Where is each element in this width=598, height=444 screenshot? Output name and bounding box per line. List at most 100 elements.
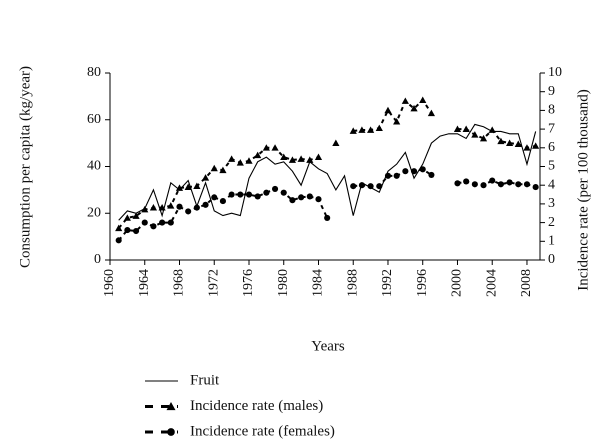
triangle-marker <box>471 131 479 138</box>
circle-marker <box>419 166 426 173</box>
y-tick-label: 40 <box>87 159 101 174</box>
circle-marker <box>376 183 383 190</box>
x-tick-label: 1960 <box>102 269 117 297</box>
triangle-marker <box>453 125 462 132</box>
triangle-marker <box>427 109 436 117</box>
triangle-marker <box>184 183 192 190</box>
circle-marker <box>176 203 183 210</box>
circle-marker <box>254 193 261 200</box>
triangle-marker <box>505 139 514 147</box>
legend-label: Incidence rate (males) <box>190 398 323 414</box>
triangle-marker <box>410 104 418 112</box>
triangle-marker <box>236 159 244 166</box>
x-tick-label: 1972 <box>206 269 221 297</box>
y2-tick-label: 3 <box>548 196 555 211</box>
circle-marker <box>463 178 470 185</box>
y2-tick-label: 5 <box>548 159 555 174</box>
x-tick-label: 1992 <box>380 269 395 297</box>
circle-marker <box>324 214 331 221</box>
triangle-marker <box>314 153 323 161</box>
y2-tick-label: 6 <box>548 140 555 155</box>
y2-tick-label: 9 <box>548 84 555 99</box>
y-tick-label: 0 <box>94 252 101 267</box>
x-tick-label: 1980 <box>276 269 291 297</box>
triangle-marker <box>514 140 522 147</box>
circle-marker <box>480 182 487 189</box>
triangle-marker <box>367 126 375 133</box>
triangle-marker <box>419 96 427 103</box>
circle-marker <box>202 201 209 208</box>
triangle-marker <box>401 97 409 104</box>
triangle-marker <box>462 125 470 132</box>
triangle-marker <box>532 142 540 149</box>
circle-marker <box>315 196 322 203</box>
circle-marker <box>185 208 192 215</box>
circle-marker <box>393 172 400 179</box>
triangle-marker <box>115 224 123 232</box>
circle-marker <box>228 191 235 198</box>
x-tick-label: 1996 <box>415 269 430 297</box>
x-tick-label: 1984 <box>311 269 326 297</box>
circle-marker <box>115 237 122 244</box>
y2-tick-label: 1 <box>548 234 555 249</box>
x-tick-label: 2004 <box>484 269 499 297</box>
circle-marker <box>428 171 435 178</box>
triangle-marker <box>193 182 201 190</box>
x-tick-label: 1964 <box>137 269 152 297</box>
circle-marker <box>124 227 131 234</box>
circle-marker <box>211 194 218 201</box>
triangle-marker <box>123 214 131 221</box>
triangle-marker <box>384 106 392 114</box>
y-tick-label: 60 <box>87 112 101 127</box>
circle-marker <box>306 193 313 200</box>
circle-marker <box>280 189 287 196</box>
circle-marker <box>402 168 409 175</box>
y-tick-label: 20 <box>87 205 101 220</box>
circle-marker <box>219 198 226 205</box>
triangle-marker <box>175 184 184 191</box>
triangle-marker <box>201 174 210 181</box>
circle-marker <box>298 194 305 201</box>
y2-tick-label: 2 <box>548 215 555 230</box>
y2-tick-label: 0 <box>548 252 555 267</box>
circle-marker <box>350 183 357 190</box>
circle-marker <box>367 183 374 190</box>
y-axis-label: Consumption per capita (kg/year) <box>17 66 33 268</box>
x-axis-label: Years <box>311 338 345 354</box>
triangle-marker <box>166 402 176 411</box>
y-tick-label: 80 <box>87 65 101 80</box>
triangle-marker <box>479 134 488 142</box>
circle-marker <box>289 197 296 204</box>
triangle-marker <box>262 144 270 151</box>
y2-axis-label: Incidence rate (per 100 thousand) <box>575 89 591 291</box>
triangle-marker <box>167 202 175 209</box>
y2-tick-label: 10 <box>548 65 562 80</box>
series-line <box>118 123 537 221</box>
y2-tick-label: 8 <box>548 103 555 118</box>
circle-marker <box>471 181 478 188</box>
triangle-marker <box>497 137 505 145</box>
y2-tick-label: 4 <box>548 177 555 192</box>
x-tick-label: 1988 <box>345 269 360 297</box>
circle-marker <box>506 179 513 186</box>
triangle-marker <box>132 212 140 219</box>
x-tick-label: 2000 <box>450 269 465 297</box>
triangle-marker <box>306 156 314 163</box>
circle-marker <box>358 182 365 189</box>
triangle-marker <box>523 144 531 151</box>
y2-tick-label: 7 <box>548 121 555 136</box>
circle-marker <box>515 181 522 188</box>
x-tick-label: 2008 <box>519 269 534 297</box>
circle-marker <box>410 168 418 175</box>
x-tick-label: 1976 <box>241 269 256 297</box>
circle-marker <box>141 219 148 226</box>
circle-marker <box>193 204 200 211</box>
circle-marker <box>167 428 175 436</box>
circle-marker <box>150 223 157 230</box>
circle-marker <box>159 219 166 226</box>
triangle-marker <box>210 164 218 172</box>
circle-marker <box>133 227 140 235</box>
circle-marker <box>245 191 253 198</box>
triangle-marker <box>149 204 158 211</box>
triangle-marker <box>488 126 496 133</box>
